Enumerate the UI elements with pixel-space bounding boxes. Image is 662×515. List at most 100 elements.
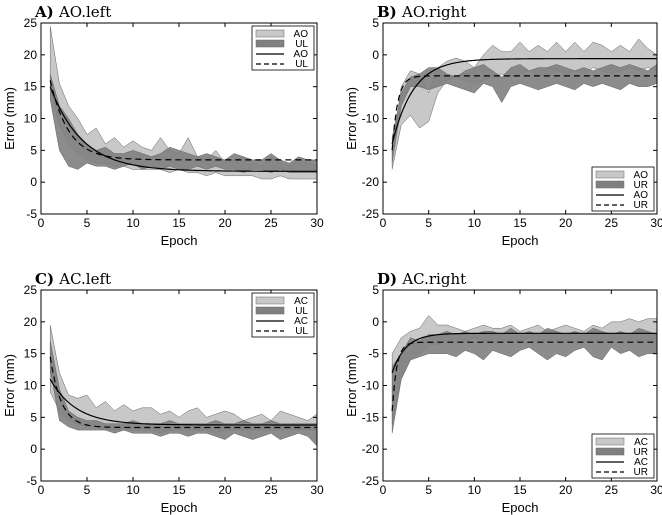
band-ur-band-dark [391,64,657,164]
plot-area [391,315,657,434]
fit-line-ac-solid [49,378,317,426]
panel-title: AC.right [401,270,466,288]
x-tick-label: 0 [38,216,45,230]
y-tick-label: -5 [368,347,379,361]
y-tick-label: -20 [362,175,380,189]
x-tick-label: 30 [650,483,662,497]
x-tick-label: 10 [126,483,140,497]
panel-letter: C) [35,270,59,288]
legend-label: UL [295,326,308,337]
y-tick-label: -5 [26,207,37,221]
panel-3: D) AC.right 0 5 10 15 20 25 30 -25 -20 -15 -10 -5 0 5 E… [344,270,662,515]
band-ac-band-light [49,324,317,434]
x-tick-label: 20 [218,483,232,497]
x-tick-label: 5 [84,216,91,230]
plot-area [49,26,317,180]
x-tick-label: 25 [264,483,278,497]
y-tick-label: -25 [362,207,380,221]
panel-title: AO.left [58,3,111,21]
x-axis-title: Epoch [161,233,198,248]
fit-line-ur-dashed [391,75,657,151]
y-tick-label: 10 [24,379,38,393]
panel-letter: A) [34,3,59,21]
y-tick-label: 5 [372,283,379,297]
legend-label: AO [634,170,649,181]
x-tick-label: 15 [513,216,527,230]
x-tick-label: 15 [513,483,527,497]
legend-label: AO [294,29,309,40]
x-tick-label: 20 [559,483,573,497]
x-tick-label: 20 [559,216,573,230]
y-tick-label: -15 [362,143,380,157]
panel-label: A) AO.left [34,3,111,21]
x-tick-label: 5 [425,483,432,497]
legend-swatch-band-light [595,437,625,446]
y-tick-label: 25 [24,16,38,30]
legend-label: UR [634,467,648,478]
x-tick-label: 25 [605,483,619,497]
y-tick-label: 0 [30,175,37,189]
legend-swatch-band-dark [255,306,285,315]
y-tick-label: 5 [372,16,379,30]
band-ul-band-dark [49,73,317,173]
y-tick-label: 15 [24,347,38,361]
panel-label: B) AO.right [377,3,466,21]
x-tick-label: 10 [468,483,482,497]
legend-swatch-band-dark [595,447,625,456]
fit-line-ac-solid [391,332,657,373]
x-tick-label: 0 [380,483,387,497]
x-tick-label: 10 [126,216,140,230]
legend-label: AC [294,316,308,327]
legend-label: AC [634,437,648,448]
legend-label: UR [634,200,648,211]
x-tick-label: 0 [380,216,387,230]
x-tick-label: 20 [218,216,232,230]
x-tick-label: 5 [84,483,91,497]
x-tick-label: 25 [605,216,619,230]
panel-label: D) AC.right [377,270,466,288]
legend-label: UL [295,39,308,50]
x-axis-title: Epoch [502,233,539,248]
panel-letter: D) [377,270,402,288]
legend-label: AO [634,190,649,201]
y-tick-label: -10 [362,379,380,393]
x-axis-title: Epoch [161,500,198,515]
legend-label: AC [294,296,308,307]
y-tick-label: -5 [368,80,379,94]
x-tick-label: 15 [172,216,186,230]
legend-swatch-band-dark [595,180,625,189]
fit-line-ul-dashed [49,356,317,429]
band-ac-band-light [391,315,657,424]
y-axis-title: Error (mm) [2,354,17,417]
y-tick-label: 20 [24,315,38,329]
band-ul-band-dark [49,340,317,447]
panel-1: B) AO.right 0 5 10 15 20 25 30 -25 -20 -15 -10 -5 0 5 E… [344,3,662,248]
legend-swatch-band-light [255,29,285,38]
plot-area [49,324,317,447]
y-tick-label: 0 [372,48,379,62]
fit-line-ur-dashed [391,341,657,412]
y-tick-label: 5 [30,143,37,157]
y-axis-title: Error (mm) [344,87,359,150]
y-tick-label: -15 [362,410,380,424]
panel-title: AO.right [401,3,466,21]
legend-swatch-band-light [595,170,625,179]
y-tick-label: -20 [362,442,380,456]
legend-label: UR [634,180,648,191]
y-tick-label: -10 [362,112,380,126]
fit-line-ao-solid [391,58,657,145]
band-ao-band-light [49,26,317,180]
legend-label: UL [295,59,308,70]
y-tick-label: 10 [24,112,38,126]
y-tick-label: -5 [26,474,37,488]
fit-line-ao-solid [49,86,317,172]
legend-label: AO [294,49,309,60]
legend-swatch-band-dark [255,39,285,48]
y-axis-title: Error (mm) [2,87,17,150]
